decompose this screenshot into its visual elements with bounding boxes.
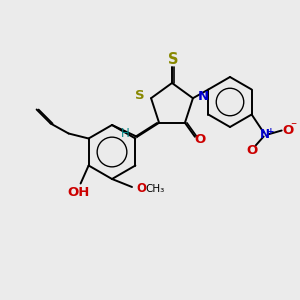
Text: OH: OH [68,186,90,199]
Text: H: H [121,127,130,140]
Text: N: N [198,90,209,103]
Text: +: + [267,127,274,136]
Text: S: S [136,89,145,102]
Text: O: O [282,124,293,137]
Text: N: N [260,128,270,141]
Text: ⁻: ⁻ [290,120,297,133]
Text: O: O [246,144,257,157]
Text: O: O [194,133,206,146]
Text: S: S [168,52,178,68]
Text: O: O [136,182,146,196]
Text: CH₃: CH₃ [145,184,164,194]
